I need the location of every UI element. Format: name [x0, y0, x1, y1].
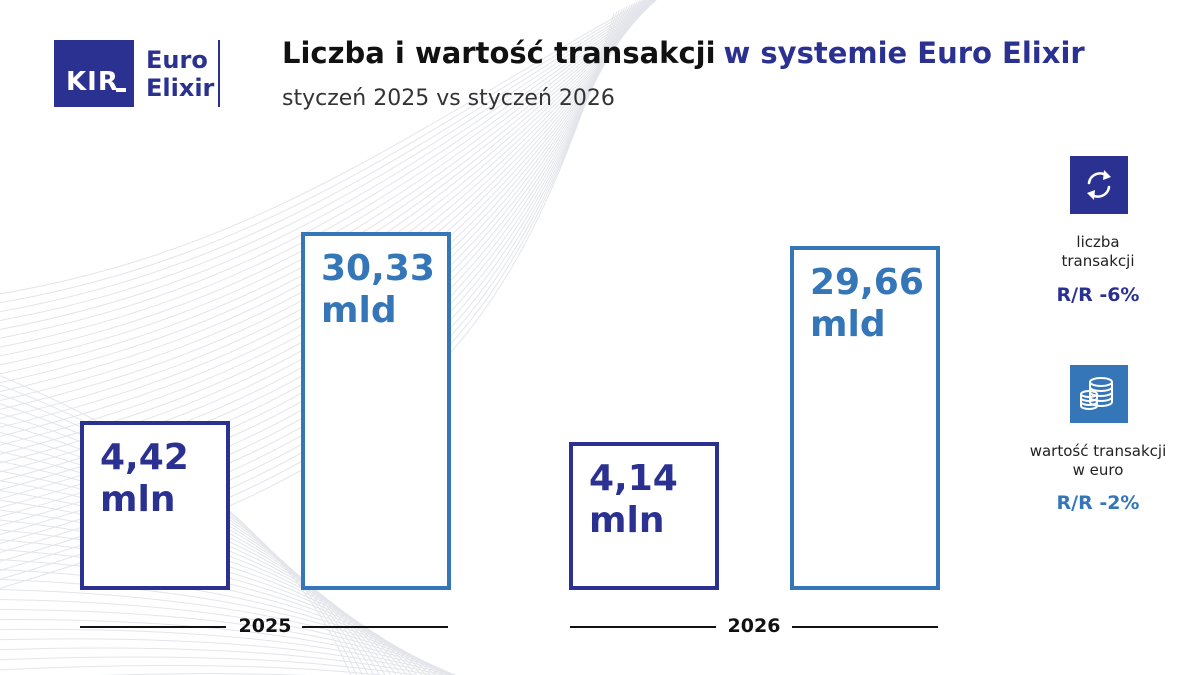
- background-contour-line: [0, 0, 657, 675]
- sidebar-value-label-line1: wartość transakcji: [1029, 442, 1167, 460]
- logo-divider: [218, 40, 220, 107]
- page-title: Liczba i wartość transakcji w systemie Eu…: [282, 36, 1085, 70]
- baseline-2025-right: [302, 626, 448, 628]
- logo-word-elixir: Elixir: [146, 74, 215, 102]
- bar-unit-2025-value: mld: [321, 290, 397, 331]
- bar-label-2026-count: 4,14 mln: [589, 458, 678, 542]
- sidebar-count-label-line2: transakcji: [1061, 252, 1135, 270]
- baseline-2026-left: [570, 626, 716, 628]
- bar-2025-value: 30,33 mld: [301, 232, 451, 590]
- category-label-2025: 2025: [238, 615, 292, 637]
- page-subtitle: styczeń 2025 vs styczeń 2026: [282, 86, 615, 111]
- bar-value-2026-count: 4,14: [589, 458, 678, 499]
- kir-logo-underscore: [116, 88, 126, 92]
- sidebar-value-change: R/R -2%: [1056, 492, 1140, 514]
- bar-2026-value: 29,66 mld: [790, 246, 940, 590]
- bar-unit-2026-value: mld: [810, 304, 886, 345]
- bar-unit-2025-count: mln: [100, 479, 176, 520]
- bar-label-2025-count: 4,42 mln: [100, 437, 189, 521]
- bar-2026-count: 4,14 mln: [569, 442, 719, 590]
- arrows-cycle-icon: [1070, 156, 1128, 214]
- title-main: Liczba i wartość transakcji: [282, 36, 716, 70]
- kir-euro-elixir-logo: KIR Euro Elixir: [54, 40, 214, 108]
- title-accent: w systemie Euro Elixir: [723, 36, 1085, 70]
- baseline-2026-right: [792, 626, 938, 628]
- bar-unit-2026-count: mln: [589, 500, 665, 541]
- kir-logo-mark: KIR: [54, 40, 134, 107]
- bar-label-2026-value: 29,66 mld: [810, 262, 924, 346]
- sidebar-count-label-line1: liczba: [1076, 233, 1120, 251]
- category-label-2026: 2026: [727, 615, 781, 637]
- bar-value-2025-count: 4,42: [100, 437, 189, 478]
- kir-logo-text: KIR: [66, 67, 119, 97]
- bar-2025-count: 4,42 mln: [80, 421, 230, 590]
- sidebar-value-label: wartość transakcji w euro: [998, 442, 1198, 480]
- bar-label-2025-value: 30,33 mld: [321, 248, 435, 332]
- sidebar-value-label-line2: w euro: [1072, 461, 1124, 479]
- logo-word-euro: Euro: [146, 46, 208, 74]
- coins-stack-icon: [1070, 365, 1128, 423]
- bar-value-2025-value: 30,33: [321, 248, 435, 289]
- euro-elixir-wordmark: Euro Elixir: [146, 40, 214, 108]
- sidebar-count-change: R/R -6%: [1056, 284, 1140, 306]
- sidebar-count-label: liczba transakcji: [998, 233, 1198, 271]
- baseline-2025-left: [80, 626, 226, 628]
- bar-value-2026-value: 29,66: [810, 262, 924, 303]
